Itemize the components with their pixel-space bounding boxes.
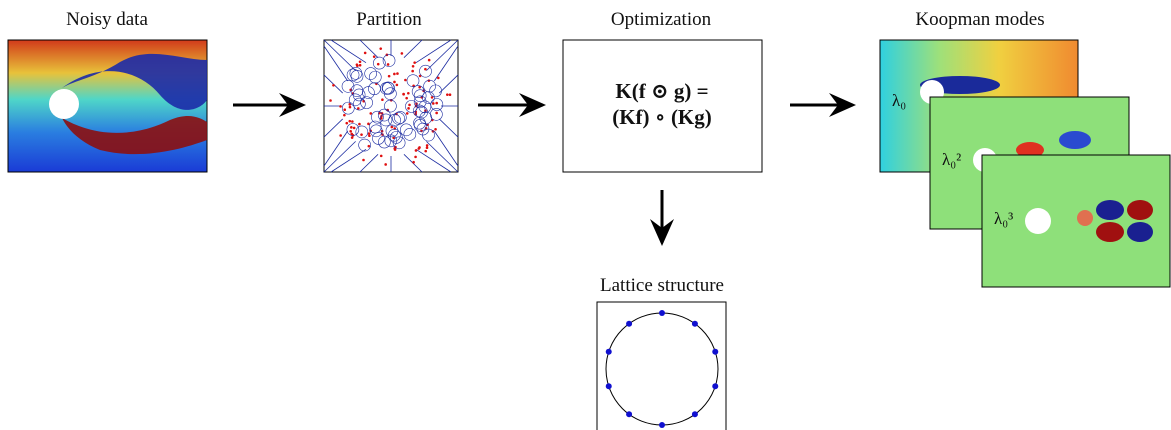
seed-point <box>396 72 399 75</box>
seed-point <box>332 84 335 87</box>
seed-point <box>359 64 362 67</box>
seed-point <box>435 102 438 105</box>
seed-point <box>345 122 348 125</box>
seed-point <box>350 126 353 129</box>
seed-point <box>396 84 399 87</box>
seed-point <box>369 112 372 115</box>
seed-point <box>373 55 376 58</box>
seed-point <box>411 70 414 73</box>
seed-point <box>435 112 438 115</box>
mode-blob <box>1096 222 1124 242</box>
lattice-point <box>626 411 632 417</box>
stage-title: Partition <box>356 9 422 30</box>
cylinder <box>1025 208 1051 234</box>
mode-blob <box>1127 222 1153 242</box>
seed-point <box>360 133 363 136</box>
seed-point <box>368 145 371 148</box>
seed-point <box>349 106 352 109</box>
mode-blob <box>1096 200 1124 220</box>
seed-point <box>380 155 383 158</box>
seed-point <box>357 107 360 110</box>
seed-point <box>358 123 361 126</box>
lattice-point <box>659 310 665 316</box>
seed-point <box>348 120 351 123</box>
lattice-point <box>692 321 698 327</box>
seed-point <box>424 150 427 153</box>
formula-line: (Kf) ∘ (Kg) <box>612 105 712 129</box>
seed-point <box>412 65 415 68</box>
seed-point <box>393 73 396 76</box>
seed-point <box>351 120 354 123</box>
lattice-point <box>712 383 718 389</box>
lattice-point <box>659 422 665 428</box>
seed-point <box>415 149 418 152</box>
seed-point <box>387 63 390 66</box>
seed-point <box>379 47 382 50</box>
seed-point <box>446 93 449 96</box>
seed-point <box>412 161 415 164</box>
seed-point <box>356 64 359 67</box>
lattice-image <box>597 302 726 430</box>
seed-point <box>404 79 407 82</box>
seed-point <box>368 134 371 137</box>
mode-label: λ₀³ <box>994 209 1013 228</box>
seed-point <box>402 93 405 96</box>
lattice-point <box>692 411 698 417</box>
seed-point <box>343 114 346 117</box>
seed-point <box>407 107 410 110</box>
seed-point <box>401 52 404 55</box>
seed-point <box>408 104 411 107</box>
seed-point <box>393 81 396 84</box>
lattice-point <box>626 321 632 327</box>
seed-point <box>418 146 421 149</box>
stage-title: Noisy data <box>66 9 148 30</box>
mode-blob <box>1059 131 1091 149</box>
seed-point <box>362 159 365 162</box>
seed-point <box>407 92 410 95</box>
koopman-mode: λ₀³ <box>982 155 1170 287</box>
seed-point <box>339 105 342 108</box>
seed-point <box>351 136 354 139</box>
seed-point <box>406 112 409 115</box>
cylinder <box>49 89 79 119</box>
mode-label: λ₀² <box>942 150 961 169</box>
seed-point <box>449 93 452 96</box>
lattice-point <box>606 383 612 389</box>
seed-point <box>339 134 342 137</box>
stage-title: Lattice structure <box>600 275 724 296</box>
stage-title: Optimization <box>611 9 712 30</box>
lattice-point <box>712 349 718 355</box>
seed-point <box>432 102 435 105</box>
seed-point <box>359 60 362 63</box>
seed-point <box>413 61 416 64</box>
mode-blob <box>1077 210 1093 226</box>
diagram: Noisy data Partition Optimization Koopma… <box>0 0 1171 430</box>
seed-point <box>434 128 437 131</box>
partition-image <box>324 40 458 172</box>
seed-point <box>426 144 429 147</box>
seed-point <box>405 97 408 100</box>
mode-blob <box>1127 200 1153 220</box>
seed-point <box>384 163 387 166</box>
seed-point <box>377 63 380 66</box>
seed-point <box>364 52 367 55</box>
seed-point <box>428 59 431 62</box>
noisy-data-image <box>8 40 207 172</box>
seed-point <box>353 127 356 130</box>
seed-point <box>437 77 440 80</box>
seed-point <box>381 98 384 101</box>
lattice-point <box>606 349 612 355</box>
seed-point <box>414 156 417 159</box>
seed-point <box>388 75 391 78</box>
formula-line: K(f ⊙ g) = <box>615 79 708 103</box>
seed-point <box>329 99 332 102</box>
seed-point <box>343 108 346 111</box>
seed-point <box>426 146 429 149</box>
seed-point <box>424 68 427 71</box>
mode-label: λ₀ <box>892 91 906 110</box>
seed-point <box>349 130 352 133</box>
stage-title: Koopman modes <box>915 9 1044 30</box>
